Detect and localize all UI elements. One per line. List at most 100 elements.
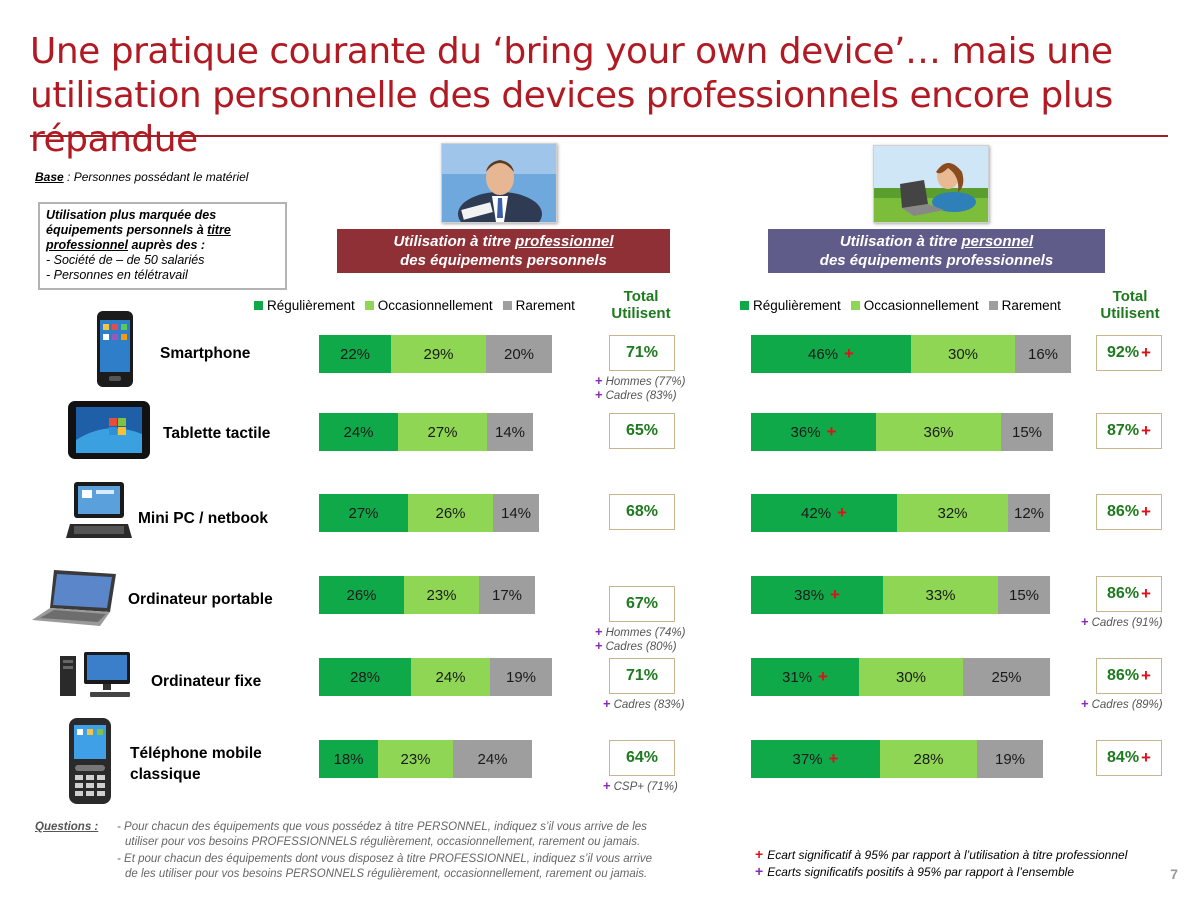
data-label: 36% <box>923 423 954 441</box>
red-plus-icon: + <box>1141 502 1151 521</box>
legend-swatch-rar <box>502 301 512 310</box>
data-label: 15% <box>1011 423 1043 441</box>
bar-segment-reg: 27% <box>319 494 408 532</box>
device-label-laptop: Ordinateur portable <box>128 591 273 608</box>
bar-segment-rar: 20% <box>486 335 552 373</box>
red-plus-icon: + <box>830 585 840 604</box>
device-label-tablet: Tablette tactile <box>163 425 271 442</box>
total-label: 84% <box>1107 749 1140 766</box>
data-label: 42% <box>801 504 832 522</box>
banner-left-prefix: Utilisation à titre <box>393 233 516 250</box>
purple-plus-icon: + <box>603 696 611 711</box>
total-box: 67% <box>609 586 675 622</box>
question-2-line-1: - Et pour chacun des équipements dont vo… <box>117 853 653 865</box>
bar-segment-occ: 32% <box>897 494 1008 532</box>
red-plus-icon: + <box>1141 584 1151 603</box>
stacked-bar: 28% 24% 19% <box>319 658 552 696</box>
smartphone-icon <box>97 311 133 387</box>
data-label: 28% <box>349 668 381 686</box>
legend-label-occ: Occasionnellement <box>377 298 493 313</box>
purple-plus-icon: + <box>595 373 603 388</box>
legend-swatch-reg <box>740 301 749 310</box>
legend-item-occ: Occasionnellement <box>364 298 493 313</box>
significance-note: + Cadres (83%) <box>595 387 677 402</box>
data-label: 15% <box>1008 586 1040 604</box>
purple-plus-icon: + <box>603 778 611 793</box>
bar-segment-reg: 38% + <box>751 576 883 614</box>
data-label: 23% <box>400 750 431 768</box>
total-header-left: Total Utilisent <box>601 288 681 322</box>
banner-right-line-2: des équipements professionnels <box>819 252 1054 269</box>
data-label: 14% <box>494 423 526 441</box>
data-label: 30% <box>895 668 927 686</box>
total-header-line-2: Utilisent <box>1100 305 1160 322</box>
data-label: 46% <box>808 345 839 363</box>
questions-label: Questions : <box>35 821 99 833</box>
legend-swatch-occ <box>364 301 374 310</box>
stacked-bar: 46% +30% 16% <box>751 335 1071 373</box>
data-label: 26% <box>435 504 466 522</box>
banner-left-line-2: des équipements personnels <box>400 252 607 269</box>
bar-segment-occ: 29% <box>391 335 486 373</box>
total-box: 87% + <box>1096 413 1162 449</box>
bar-segment-rar: 14% <box>487 413 533 451</box>
bar-segment-rar: 15% <box>1001 413 1053 451</box>
data-label: 24% <box>343 423 374 441</box>
data-label: 36% <box>790 423 821 441</box>
purple-plus-icon: + <box>595 624 603 639</box>
data-label: 33% <box>925 586 956 604</box>
data-label: 27% <box>427 423 458 441</box>
footnotes: + Ecart significatif à 95% par rapport à … <box>755 846 1127 880</box>
device-label-desktop: Ordinateur fixe <box>151 673 262 690</box>
bar-segment-rar: 16% <box>1015 335 1071 373</box>
total-box: 64% <box>609 740 675 776</box>
data-label: 24% <box>477 750 508 768</box>
bar-segment-rar: 25% <box>963 658 1050 696</box>
mobile-phone-icon <box>69 718 111 804</box>
banner-professional-use: Utilisation à titre professionnel des éq… <box>337 229 670 273</box>
footnote-purple: Ecarts significatifs positifs à 95% par … <box>767 865 1074 879</box>
significance-note: + Cadres (83%) <box>603 696 685 711</box>
purple-plus-icon: + <box>595 638 603 653</box>
bar-segment-occ: 33% <box>883 576 998 614</box>
total-header-line-1: Total <box>1112 288 1148 305</box>
device-label-netbook: Mini PC / netbook <box>138 510 269 527</box>
total-label: 71% <box>625 344 659 361</box>
total-label: 87% <box>1107 422 1140 439</box>
note-text: Cadres (80%) <box>605 641 677 653</box>
bar-segment-reg: 18% <box>319 740 378 778</box>
bar-segment-reg: 42% + <box>751 494 897 532</box>
significance-note: + CSP+ (71%) <box>603 778 678 793</box>
base-text: : Personnes possédant le matériel <box>63 170 249 184</box>
data-label: 14% <box>500 504 532 522</box>
bar-segment-rar: 19% <box>490 658 552 696</box>
banner-personal-use: Utilisation à titre personnel des équipe… <box>768 229 1105 273</box>
banner-left-underlined: professionnel <box>515 233 614 250</box>
total-header-line-1: Total <box>623 288 659 305</box>
question-1-line-1: - Pour chacun des équipements que vous p… <box>117 821 647 833</box>
data-label: 32% <box>937 504 968 522</box>
data-label: 24% <box>435 668 466 686</box>
stacked-bar: 26% 23% 17% <box>319 576 535 614</box>
legend-label-rar: Rarement <box>515 298 575 313</box>
total-label: 71% <box>625 667 659 684</box>
bar-segment-rar: 15% <box>998 576 1050 614</box>
laptop-icon <box>32 570 116 626</box>
total-box: 92% + <box>1096 335 1162 371</box>
base-note: Base : Personnes possédant le matériel <box>35 170 248 184</box>
info-box-emphasis: titre professionnel <box>46 223 231 252</box>
base-label: Base <box>35 170 64 184</box>
info-box-line-2: - Personnes en télétravail <box>46 268 188 282</box>
bar-segment-reg: 46% + <box>751 335 911 373</box>
significance-note: + Cadres (91%) <box>1081 614 1163 629</box>
stacked-bar: 38% + 33% 15% <box>751 576 1050 614</box>
note-text: CSP+ (71%) <box>613 781 678 793</box>
total-box: 71% <box>609 658 675 694</box>
legend-item-rar: Rarement <box>502 298 575 313</box>
bar-segment-occ: 36% <box>876 413 1001 451</box>
bar-segment-occ: 30% <box>859 658 963 696</box>
bar-segment-reg: 36% + <box>751 413 876 451</box>
stacked-bar: 36% +36% 15% <box>751 413 1053 451</box>
note-text: Cadres (89%) <box>1091 699 1163 711</box>
stacked-bar: 37% +28% 19% <box>751 740 1043 778</box>
